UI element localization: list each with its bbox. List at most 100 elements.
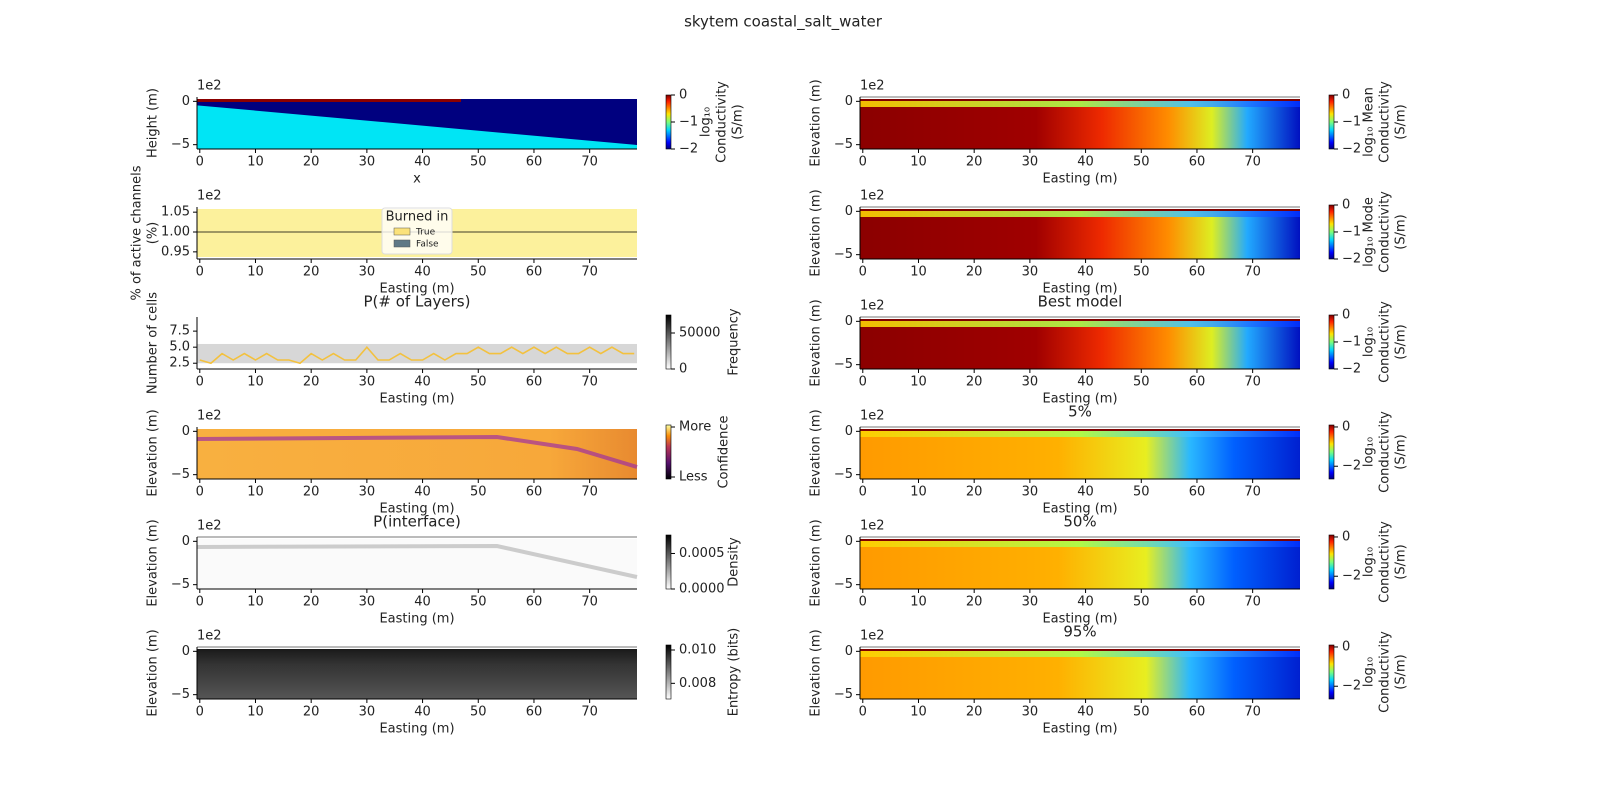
colorbar-label: (S/m) bbox=[1394, 214, 1409, 249]
colorbar bbox=[1328, 94, 1335, 150]
colorbar-tick-label: −1 bbox=[1342, 335, 1361, 350]
heatmap-image bbox=[860, 99, 1300, 101]
axes-title: 5% bbox=[1068, 403, 1092, 421]
x-tick-label: 50 bbox=[1133, 595, 1150, 610]
colorbar-label: log₁₀ bbox=[1362, 327, 1377, 357]
x-tick-label: 30 bbox=[359, 485, 376, 500]
offset-label: 1e2 bbox=[860, 299, 885, 314]
x-tick-label: 60 bbox=[1189, 485, 1206, 500]
x-axis-label: Easting (m) bbox=[1042, 612, 1117, 627]
y-tick-label: −5 bbox=[171, 687, 190, 702]
colorbar bbox=[1328, 644, 1335, 700]
y-tick-label: 0.95 bbox=[161, 244, 190, 259]
y-tick-label: 0 bbox=[845, 314, 853, 329]
x-tick-label: 70 bbox=[1244, 155, 1261, 170]
heatmap-image bbox=[197, 105, 637, 149]
y-axis-label: Elevation (m) bbox=[809, 629, 824, 716]
x-tick-label: 70 bbox=[581, 485, 598, 500]
colorbar-tick-label: −1 bbox=[679, 115, 698, 130]
x-tick-label: 30 bbox=[1022, 485, 1039, 500]
x-tick-label: 70 bbox=[581, 265, 598, 280]
x-tick-label: 10 bbox=[247, 485, 264, 500]
colorbar-label: Density bbox=[727, 537, 742, 587]
x-tick-label: 50 bbox=[470, 705, 487, 720]
x-tick-label: 10 bbox=[910, 155, 927, 170]
x-tick-label: 60 bbox=[526, 265, 543, 280]
x-tick-label: 50 bbox=[1133, 705, 1150, 720]
colorbar-tick-label: Less bbox=[679, 470, 708, 485]
y-tick-label: −5 bbox=[834, 137, 853, 152]
x-tick-label: 50 bbox=[470, 595, 487, 610]
y-tick-label: −5 bbox=[834, 357, 853, 372]
colorbar-label: Conductivity bbox=[1378, 81, 1393, 163]
legend-swatch bbox=[393, 239, 411, 248]
x-tick-label: 0 bbox=[196, 265, 204, 280]
legend-label: False bbox=[416, 240, 439, 250]
colorbar-label: log₁₀ Mean bbox=[1362, 87, 1377, 157]
colorbar-tick-label: 0 bbox=[679, 362, 687, 377]
colorbar-tick-label: −2 bbox=[1342, 142, 1361, 157]
colorbar-tick-label: 0 bbox=[1342, 419, 1350, 434]
x-tick-label: 50 bbox=[470, 375, 487, 390]
y-tick-label: 0 bbox=[845, 424, 853, 439]
y-tick-label: 5.0 bbox=[169, 340, 190, 355]
y-tick-label: 0 bbox=[845, 204, 853, 219]
y-axis-label: Elevation (m) bbox=[146, 629, 161, 716]
colorbar-label: log₁₀ Mode bbox=[1362, 197, 1377, 267]
x-tick-label: 20 bbox=[966, 705, 983, 720]
x-tick-label: 50 bbox=[1133, 485, 1150, 500]
x-tick-label: 60 bbox=[526, 155, 543, 170]
x-tick-label: 0 bbox=[196, 595, 204, 610]
x-tick-label: 40 bbox=[414, 485, 431, 500]
colorbar-tick-label: −2 bbox=[1342, 362, 1361, 377]
x-tick-label: 20 bbox=[303, 265, 320, 280]
heatmap-image bbox=[860, 209, 1300, 259]
heatmap-image bbox=[860, 99, 1300, 107]
x-axis-label: Easting (m) bbox=[379, 722, 454, 737]
offset-label: 1e2 bbox=[197, 519, 222, 534]
y-axis-label: Elevation (m) bbox=[809, 79, 824, 166]
x-tick-label: 70 bbox=[1244, 485, 1261, 500]
x-tick-label: 40 bbox=[1077, 595, 1094, 610]
x-tick-label: 50 bbox=[470, 485, 487, 500]
x-tick-label: 60 bbox=[526, 485, 543, 500]
x-tick-label: 0 bbox=[859, 155, 867, 170]
y-tick-label: 0 bbox=[182, 94, 190, 109]
heatmap-image bbox=[860, 649, 1300, 651]
x-tick-label: 30 bbox=[359, 155, 376, 170]
heatmap-image bbox=[860, 539, 1300, 541]
x-tick-label: 10 bbox=[910, 595, 927, 610]
heatmap-image bbox=[860, 319, 1300, 321]
line-series bbox=[199, 345, 635, 365]
y-axis-label: Elevation (m) bbox=[809, 299, 824, 386]
colorbar-tick-label: 0.0000 bbox=[679, 582, 725, 597]
x-tick-label: 10 bbox=[247, 265, 264, 280]
axes-title: P(# of Layers) bbox=[364, 293, 471, 311]
x-tick-label: 60 bbox=[526, 705, 543, 720]
legend-title: Burned in bbox=[386, 210, 449, 225]
y-tick-label: 0 bbox=[845, 94, 853, 109]
colorbar-label: Conductivity bbox=[1378, 521, 1393, 603]
x-tick-label: 40 bbox=[414, 595, 431, 610]
offset-label: 1e2 bbox=[860, 79, 885, 94]
x-tick-label: 20 bbox=[303, 485, 320, 500]
colorbar bbox=[1328, 314, 1335, 370]
x-axis-label: Easting (m) bbox=[1042, 282, 1117, 297]
x-tick-label: 40 bbox=[414, 375, 431, 390]
colorbar-label: log₁₀ bbox=[1362, 657, 1377, 687]
y-axis-label: % of active channels bbox=[130, 165, 145, 300]
colorbar-label: Conductivity bbox=[1378, 411, 1393, 493]
colorbar-label: (S/m) bbox=[1394, 104, 1409, 139]
heatmap-image bbox=[197, 649, 637, 699]
heatmap-image bbox=[860, 319, 1300, 369]
heatmap-image bbox=[860, 209, 1300, 211]
x-tick-label: 70 bbox=[1244, 375, 1261, 390]
colorbar-tick-label: 0 bbox=[679, 88, 687, 103]
x-tick-label: 70 bbox=[581, 705, 598, 720]
y-tick-label: −5 bbox=[171, 577, 190, 592]
colorbar-tick-label: 0 bbox=[1342, 198, 1350, 213]
x-tick-label: 0 bbox=[196, 155, 204, 170]
figure-title: skytem coastal_salt_water bbox=[684, 13, 883, 32]
colorbar-label: Conductivity bbox=[1378, 301, 1393, 383]
y-tick-label: −5 bbox=[171, 137, 190, 152]
